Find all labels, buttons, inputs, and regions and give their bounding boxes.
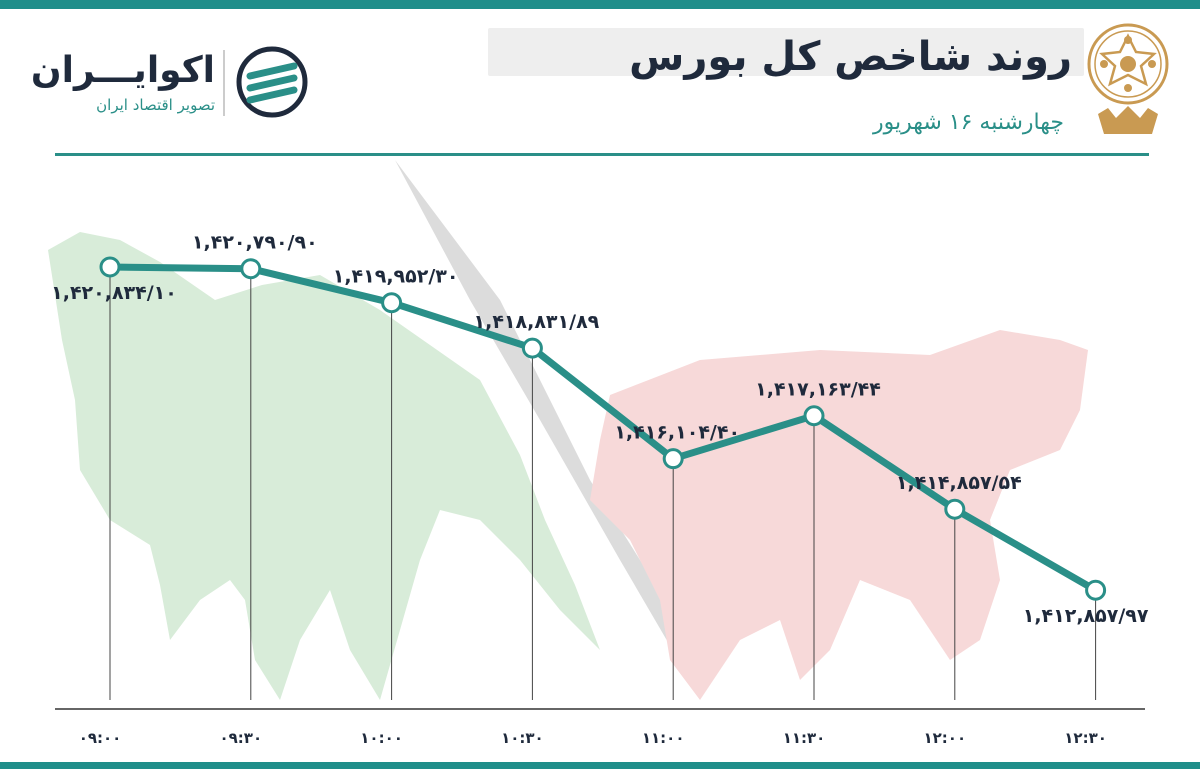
- page-title: روند شاخص کل بورس: [629, 34, 1072, 80]
- x-tick-label: ۱۰:۰۰: [360, 729, 403, 747]
- data-point: [99, 256, 121, 278]
- data-label: ۱,۴۱۸,۸۳۱/۸۹: [474, 311, 600, 333]
- data-label: ۱,۴۱۷,۱۶۳/۴۴: [755, 379, 881, 401]
- data-label: ۱,۴۲۰,۷۹۰/۹۰: [192, 232, 318, 254]
- bottom-frame-bar: [0, 762, 1200, 769]
- data-point: [521, 337, 543, 359]
- data-label: ۱,۴۱۹,۹۵۲/۳۰: [333, 266, 459, 288]
- data-points: [99, 256, 1107, 601]
- logo-tagline: تصویر اقتصاد ایران: [96, 96, 215, 114]
- header-divider: [55, 153, 1149, 156]
- stock-exchange-seal-icon: [1087, 23, 1169, 134]
- page-subtitle: چهارشنبه ۱۶ شهریور: [872, 110, 1064, 135]
- data-label: ۱,۴۲۰,۸۳۴/۱۰: [51, 282, 177, 304]
- x-tick-label: ۱۰:۳۰: [501, 729, 544, 747]
- data-point: [240, 258, 262, 280]
- data-point: [944, 498, 966, 520]
- data-point: [1085, 579, 1107, 601]
- title-background: [488, 28, 1084, 76]
- data-point: [381, 292, 403, 314]
- data-label: ۱,۴۱۴,۸۵۷/۵۴: [896, 472, 1022, 494]
- data-labels: ۱,۴۲۰,۸۳۴/۱۰ ۱,۴۲۰,۷۹۰/۹۰ ۱,۴۱۹,۹۵۲/۳۰ ۱,۴۱…: [51, 232, 1149, 627]
- background-bull-bear-illustration: [48, 160, 1088, 700]
- x-tick-label: ۱۱:۰۰: [642, 729, 685, 747]
- x-tick-label: ۰۹:۰۰: [79, 729, 122, 747]
- x-tick-label: ۱۲:۰۰: [923, 729, 966, 747]
- x-tick-label: ۱۲:۳۰: [1064, 729, 1107, 747]
- top-frame-bar: [0, 0, 1200, 9]
- x-tick-labels: ۰۹:۰۰ ۰۹:۳۰ ۱۰:۰۰ ۱۰:۳۰ ۱۱:۰۰ ۱۱:۳۰ ۱۲:۰۰ ۱۲:۳۰: [79, 729, 1107, 747]
- x-tick-label: ۱۱:۳۰: [783, 729, 826, 747]
- index-series-line: [106, 263, 1100, 594]
- data-label: ۱,۴۱۶,۱۰۴/۴۰: [614, 422, 740, 444]
- data-label: ۱,۴۱۲,۸۵۷/۹۷: [1023, 605, 1149, 627]
- ecoiran-logo-icon: [236, 46, 308, 118]
- data-point: [803, 405, 825, 427]
- logo-name: اکوایـــران: [30, 50, 215, 91]
- time-guide-lines: [109, 266, 1097, 700]
- x-tick-label: ۰۹:۳۰: [219, 729, 262, 747]
- data-point: [662, 448, 684, 470]
- logo-divider: [223, 50, 225, 116]
